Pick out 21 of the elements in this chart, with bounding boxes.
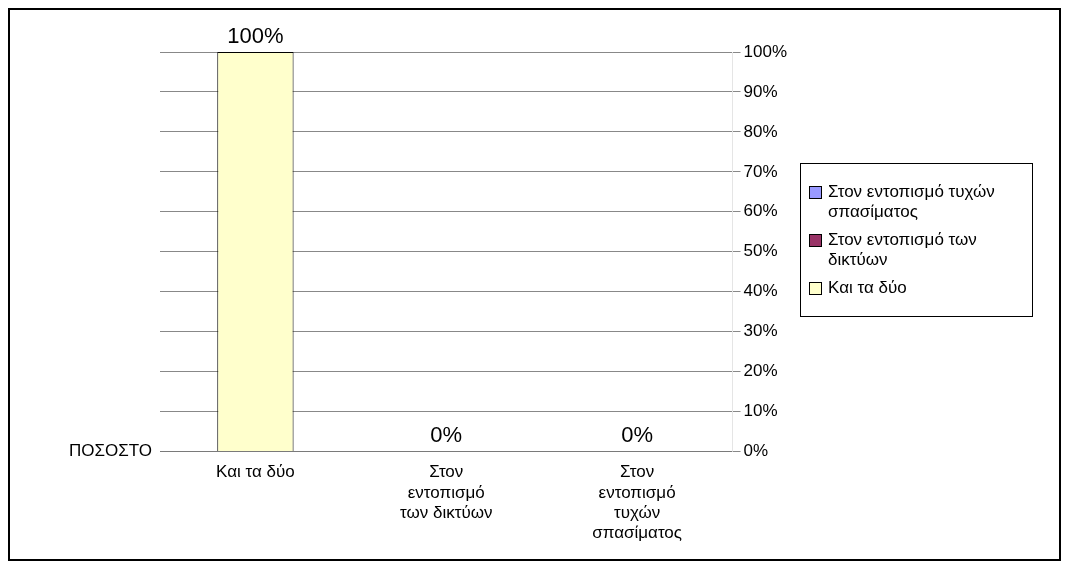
y-tick-label: 20% xyxy=(743,361,778,381)
x-tick-label: Και τα δύο xyxy=(216,462,295,482)
y-tick-label: 70% xyxy=(743,161,778,181)
y-tick-label: 90% xyxy=(743,81,778,101)
y-tick-label: 10% xyxy=(743,401,778,421)
y-axis-title: ΠΟΣΟΣΤΟ xyxy=(68,441,152,461)
data-label: 0% xyxy=(621,422,653,448)
data-label: 0% xyxy=(430,422,463,448)
x-tick-label: Στον εντοπισμό τυχών σπασίματος xyxy=(592,462,683,543)
y-tick-label: 60% xyxy=(743,201,778,221)
y-tick-label: 40% xyxy=(743,281,778,301)
y-tick-label: 0% xyxy=(743,441,769,461)
legend-label: Στον εντοπισμό των δικτύων xyxy=(828,229,978,270)
y-tick-label: 100% xyxy=(743,41,787,61)
data-label: 100% xyxy=(227,23,284,49)
legend-label: Στον εντοπισμό τυχών σπασίματος xyxy=(828,181,996,222)
y-tick-label: 80% xyxy=(743,121,778,141)
y-tick-label: 30% xyxy=(743,321,778,341)
y-tick-label: 50% xyxy=(743,241,778,261)
legend-label: Και τα δύο xyxy=(828,277,907,298)
x-tick-label: Στον εντοπισμό των δικτύων xyxy=(400,462,493,523)
